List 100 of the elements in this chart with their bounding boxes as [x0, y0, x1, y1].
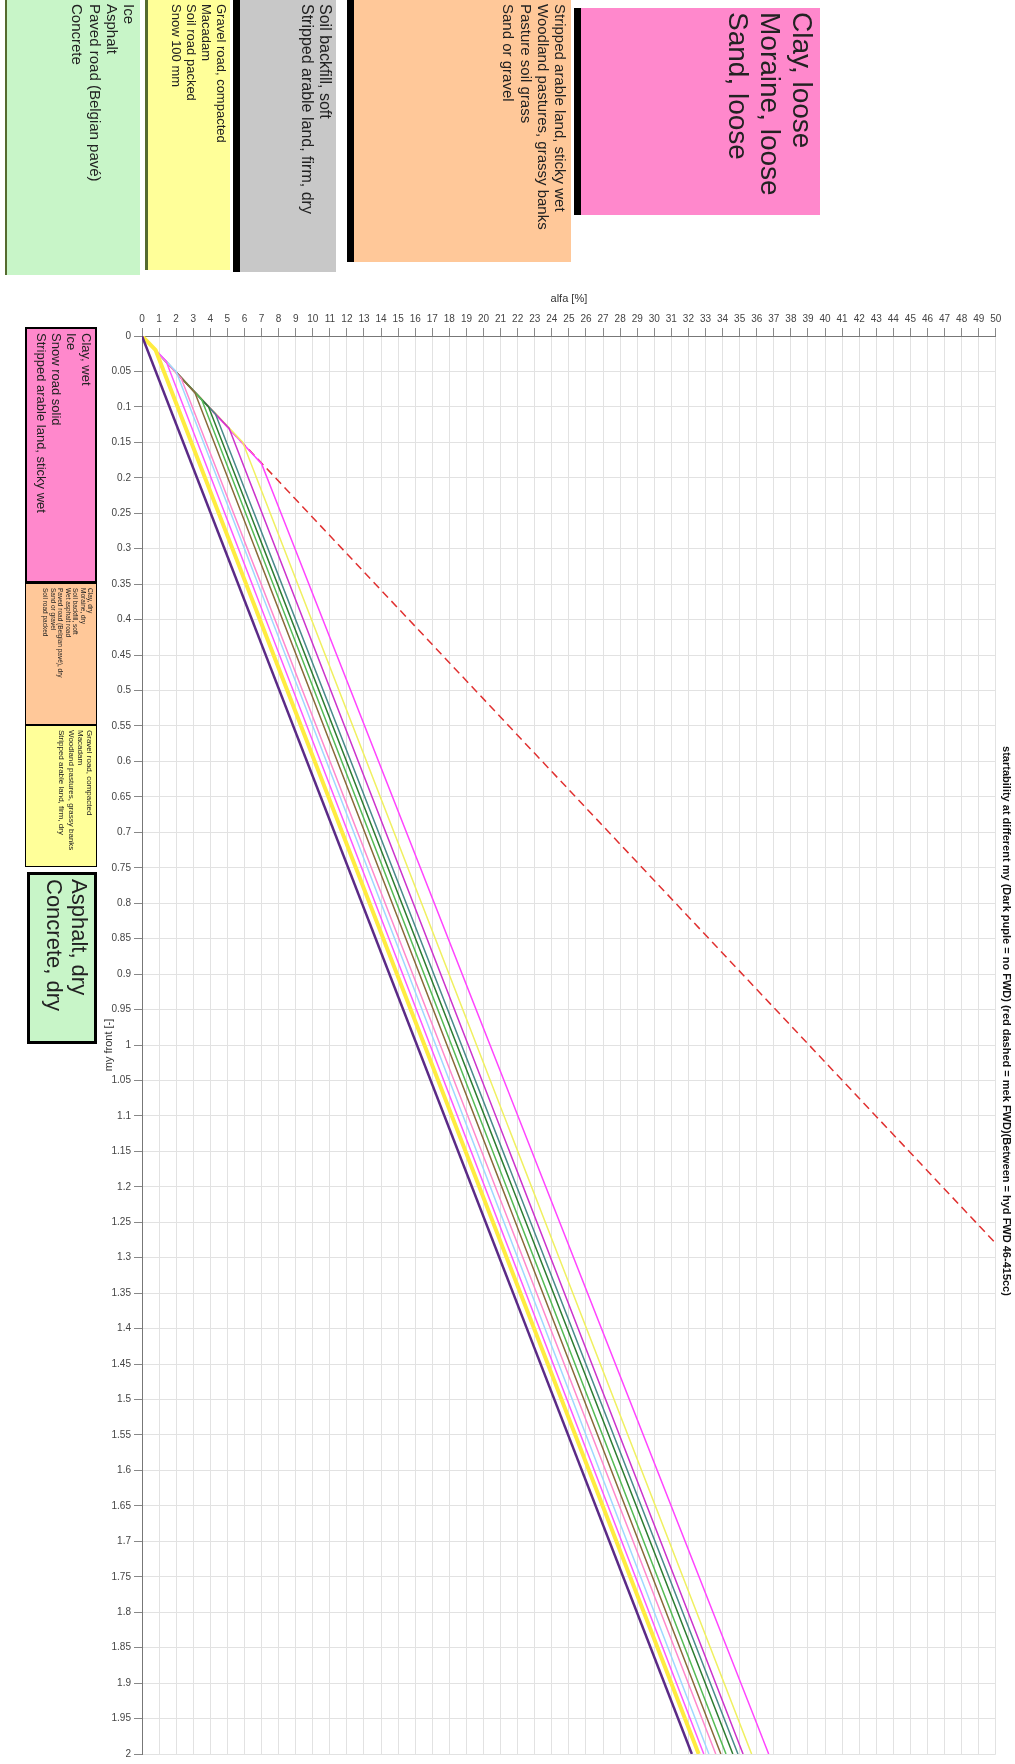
x-tick-label: 49: [973, 312, 985, 324]
y-tick-label: 1.05: [111, 1074, 132, 1086]
y-tick-label: 1: [125, 1038, 132, 1050]
y-tick-label: 0.75: [111, 861, 132, 873]
x-tick-label: 7: [258, 312, 265, 324]
text: Clay, wet Ice Snow road solid Stripped arable land, sticky wet: [25, 327, 97, 583]
x-tick-label: 17: [426, 312, 439, 324]
x-tick-label: 43: [870, 312, 883, 324]
text: Clay, loose Moraine, loose Sand, loose: [574, 8, 820, 215]
y-tick-label: 1.75: [111, 1570, 132, 1582]
y-tick-label: 1.45: [111, 1357, 132, 1369]
y-tick-label: 1.2: [117, 1180, 132, 1192]
x-tick-label: 24: [546, 312, 558, 324]
x-tick-label: 48: [956, 312, 968, 324]
y-tick-label: 1.3: [117, 1251, 132, 1263]
x-tick-label: 27: [597, 312, 610, 324]
x-tick-label: 2: [173, 312, 180, 324]
y-tick-label: 0.7: [117, 826, 132, 838]
y-tick-label: 0.65: [111, 790, 132, 802]
y-tick-label: 0.8: [117, 896, 132, 908]
x-tick-label: 36: [751, 312, 763, 324]
x-tick-label: 41: [836, 312, 849, 324]
x-tick-label: 26: [580, 312, 592, 324]
x-tick-label: 4: [207, 312, 214, 324]
x-tick-label: 13: [358, 312, 370, 324]
x-tick-label: 50: [990, 312, 1002, 324]
y-tick-label: 1.8: [117, 1605, 132, 1617]
x-tick-label: 34: [717, 312, 729, 324]
y-tick-label: 0.2: [117, 471, 132, 483]
y-tick-label: 1.9: [117, 1676, 132, 1688]
x-tick-label: 14: [375, 312, 388, 324]
y-tick-label: 0.45: [111, 648, 132, 660]
x-tick-label: 25: [563, 312, 575, 324]
x-tick-label: 8: [275, 312, 282, 324]
x-tick-label: 18: [443, 312, 456, 324]
x-tick-label: 16: [409, 312, 422, 324]
x-tick-label: 46: [921, 312, 934, 324]
x-tick-label: 44: [887, 312, 900, 324]
y-tick-label: 1.5: [117, 1393, 132, 1405]
x-tick-label: 20: [477, 312, 490, 324]
x-tick-label: 38: [785, 312, 797, 324]
x-tick-label: 3: [190, 312, 197, 324]
x-tick-label: 29: [631, 312, 644, 324]
x-tick-label: 9: [292, 312, 299, 324]
y-tick-label: 2: [125, 1747, 132, 1759]
x-tick-label: 42: [853, 312, 866, 324]
x-tick-label: 1: [156, 312, 163, 324]
x-tick-label: 31: [665, 312, 678, 324]
y-tick-label: 0.55: [111, 719, 132, 731]
x-tick-label: 45: [904, 312, 917, 324]
x-tick-label: 15: [392, 312, 405, 324]
text: Gravel road, compacted Macadam Woodland pastures, grassy banks Stripped arable land, firm, dry: [25, 725, 97, 867]
y-tick-label: 1.55: [111, 1428, 132, 1440]
y-tick-label: 0.25: [111, 507, 132, 518]
y-tick-label: 1.35: [111, 1286, 132, 1298]
y-tick-label: 1.65: [111, 1499, 132, 1511]
text: Soil backfill, soft Stripped arable land, firm, dry: [233, 0, 336, 272]
y-tick-label: 0.35: [111, 577, 132, 589]
text: Stripped arable land, sticky wet Woodland pastures, grassy banks Pasture soil grass Sand or gravel: [347, 0, 571, 262]
y-tick-label: 0.3: [117, 542, 132, 554]
x-tick-label: 30: [648, 312, 661, 324]
x-axis-title: alfa [%]: [550, 291, 588, 304]
x-tick-label: 35: [734, 312, 746, 324]
x-tick-label: 5: [224, 312, 231, 324]
y-tick-label: 1.15: [111, 1145, 132, 1157]
y-tick-label: 1.4: [117, 1322, 132, 1334]
y-tick-label: 0.95: [111, 1003, 132, 1015]
x-tick-label: 47: [939, 312, 951, 324]
y-tick-label: 0.5: [117, 684, 132, 696]
y-tick-label: 0.85: [111, 932, 132, 944]
x-tick-label: 12: [341, 312, 353, 324]
text: Ice Asphalt Paved road (Belgian pavé) Concrete: [5, 0, 140, 275]
y-tick-label: 0.9: [117, 967, 132, 979]
x-tick-label: 32: [682, 312, 695, 324]
y-tick-label: 0.1: [117, 400, 132, 412]
x-tick-label: 33: [699, 312, 712, 324]
x-tick-label: 22: [512, 312, 524, 324]
y-axis-title: my front [-]: [101, 1018, 114, 1072]
x-tick-label: 28: [614, 312, 627, 324]
text: startability at different my (Dark puple = no FWD) (red dashed = mek FWD)(Between = hyd FWD 46-415cc): [1001, 746, 1014, 1297]
x-tick-label: 19: [460, 312, 473, 324]
x-tick-label: 0: [139, 312, 146, 324]
x-tick-label: 11: [324, 312, 336, 324]
x-tick-label: 6: [241, 312, 248, 324]
x-tick-label: 23: [529, 312, 541, 324]
text: Gravel road, compacted Macadam Soil road packed Snow 100 mm: [145, 0, 230, 270]
y-tick-label: 0: [125, 329, 132, 341]
y-tick-label: 1.25: [111, 1216, 132, 1227]
x-tick-label: 10: [307, 312, 319, 324]
y-tick-label: 0.05: [111, 365, 132, 377]
y-tick-label: 0.4: [117, 613, 132, 625]
y-tick-label: 1.7: [117, 1535, 132, 1547]
x-tick-label: 40: [819, 312, 832, 324]
text: Asphalt, dry Concrete, dry: [27, 872, 97, 1044]
y-tick-label: 0.6: [117, 755, 132, 767]
y-tick-label: 1.1: [117, 1109, 132, 1121]
y-tick-label: 1.6: [117, 1464, 132, 1476]
y-tick-label: 0.15: [111, 436, 132, 448]
x-tick-label: 21: [495, 312, 507, 324]
y-tick-label: 1.95: [111, 1712, 132, 1724]
